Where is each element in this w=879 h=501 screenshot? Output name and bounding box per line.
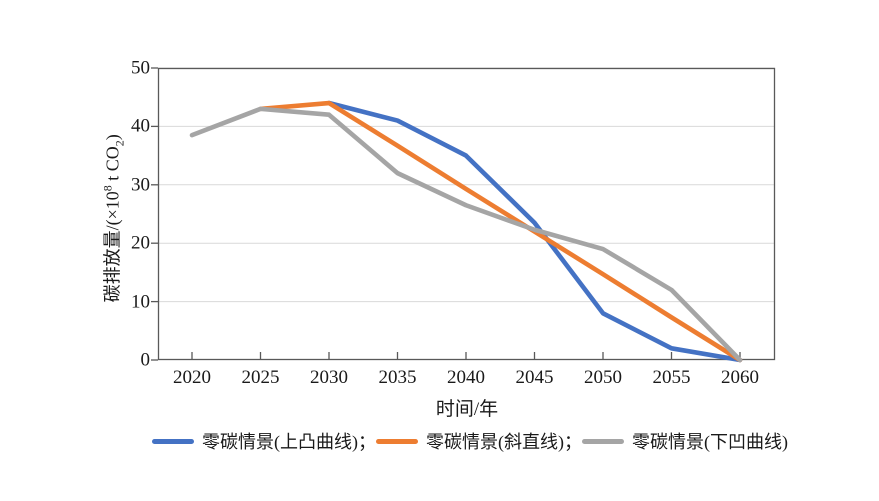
legend-label: 零碳情景(上凸曲线)； [202,432,376,452]
x-tick-label: 2025 [241,367,280,388]
series-line-1 [258,100,743,363]
y-tick-label: 0 [140,349,151,371]
x-tick-label: 2050 [584,367,622,388]
y-axis-title: 碳排放量/(×108 t CO2) [99,68,128,368]
x-tick-label: 2030 [310,367,348,388]
y-axis-title-subscript: 2 [112,140,127,147]
legend-swatch-icon [376,438,418,444]
x-tick-label: 2060 [721,367,759,388]
y-tick-label: 10 [131,291,150,313]
y-tick-label: 40 [131,115,150,137]
legend-label: 零碳情景(斜直线)； [426,432,582,452]
x-tick-label: 2035 [378,367,417,388]
y-axis-title-superscript: 8 [100,185,115,192]
x-axis-title: 时间/年 [435,399,499,420]
legend-swatch-icon [152,438,194,444]
y-axis-title-text: t CO [102,146,123,186]
x-tick-label: 2020 [173,367,211,388]
y-tick-label: 50 [131,57,150,79]
legend-swatch-icon [582,438,624,444]
chart-legend: 零碳情景(上凸曲线)； 零碳情景(斜直线)； 零碳情景(下凹曲线) [152,428,788,454]
x-tick-label: 2045 [515,367,554,388]
series-line-0 [326,100,743,363]
legend-item-1: 零碳情景(斜直线)； [376,428,582,454]
y-tick-label: 30 [131,174,150,196]
legend-label: 零碳情景(下凹曲线) [632,432,788,452]
legend-item-2: 零碳情景(下凹曲线) [582,428,788,454]
x-tick-label: 2055 [652,367,691,388]
legend-item-0: 零碳情景(上凸曲线)； [152,428,376,454]
y-tick-label: 20 [131,232,150,254]
y-axis-title-text: ) [102,134,123,141]
y-axis-title-text: 碳排放量/(×10 [102,191,123,303]
x-tick-label: 2040 [447,367,485,388]
series-line-2 [189,106,743,363]
